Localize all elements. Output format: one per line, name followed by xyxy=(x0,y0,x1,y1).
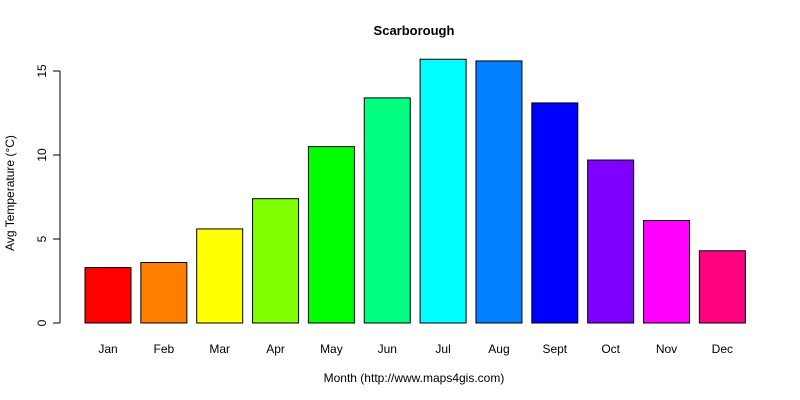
bar-feb xyxy=(140,262,188,324)
x-tick-label: Apr xyxy=(266,342,285,356)
x-tick-label: Jul xyxy=(435,342,450,356)
x-tick-label: Jun xyxy=(378,342,397,356)
bars xyxy=(84,58,746,324)
bar-mar xyxy=(196,228,244,324)
bar-jul xyxy=(419,58,467,324)
y-axis-title: Avg Temperature (°C) xyxy=(3,135,17,251)
chart-title: Scarborough xyxy=(374,23,455,38)
bar-apr xyxy=(252,198,300,324)
bar-sept xyxy=(531,102,579,324)
y-tick-label: 0 xyxy=(35,319,49,326)
x-tick-label: Sept xyxy=(542,342,567,356)
x-axis-labels: Jan Feb Mar Apr May Jun Jul Aug Sept Oct Nov Dec xyxy=(98,342,733,356)
y-tick-label: 10 xyxy=(35,148,49,162)
x-tick-label: Jan xyxy=(98,342,117,356)
x-tick-label: May xyxy=(320,342,343,356)
bar-dec xyxy=(698,250,746,324)
y-tick-label: 5 xyxy=(35,235,49,242)
x-tick-label: Dec xyxy=(712,342,733,356)
x-tick-label: Nov xyxy=(656,342,677,356)
x-tick-label: Mar xyxy=(209,342,230,356)
bar-oct xyxy=(587,159,635,324)
bar-jun xyxy=(363,97,411,324)
bar-nov xyxy=(643,220,690,324)
x-tick-label: Oct xyxy=(601,342,620,356)
x-tick-label: Feb xyxy=(154,342,175,356)
x-axis-title: Month (http://www.maps4gis.com) xyxy=(324,371,505,385)
y-axis: 0 5 10 15 xyxy=(35,64,61,326)
x-tick-label: Aug xyxy=(488,342,509,356)
bar-aug xyxy=(475,60,523,324)
bar-may xyxy=(307,146,355,324)
y-tick-label: 15 xyxy=(35,64,49,78)
bar-jan xyxy=(84,267,132,324)
